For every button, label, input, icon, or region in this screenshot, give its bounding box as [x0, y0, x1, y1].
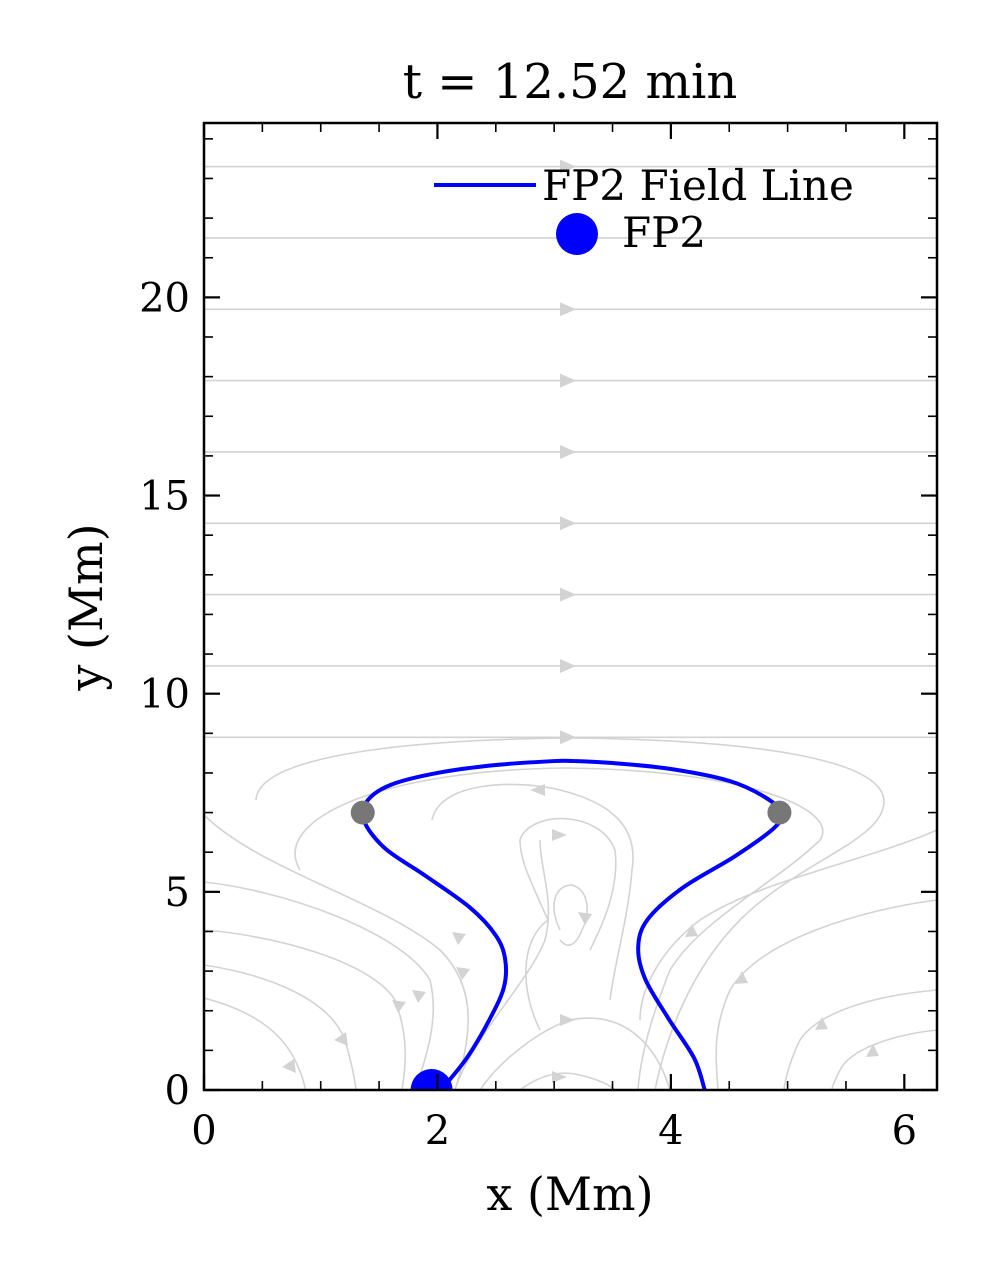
streamline	[519, 1072, 616, 1090]
streamline-arrow	[560, 1014, 575, 1026]
streamline	[204, 814, 469, 1090]
streamline-arrow	[334, 1032, 348, 1046]
fp2-point	[410, 1069, 453, 1090]
streamline	[519, 817, 617, 1031]
streamline	[553, 884, 588, 946]
streamline-arrow	[282, 1059, 296, 1073]
streamline-arrows	[282, 159, 879, 1083]
legend-marker-swatch	[556, 213, 598, 255]
legend: FP2 Field Line FP2	[434, 161, 854, 257]
tick-labels: 0 2 4 6 0 5 10 15 20	[139, 275, 917, 1154]
streamline-arrow	[559, 444, 576, 459]
streamline-arrow	[552, 829, 567, 841]
field-line-series	[360, 758, 785, 1090]
streamline	[431, 783, 634, 1001]
chart-title: t = 12.52 min	[403, 54, 737, 110]
streamline	[639, 829, 937, 1021]
streamline-arrow	[866, 1044, 879, 1057]
streamline	[783, 989, 937, 1090]
streamline-arrow	[559, 730, 576, 745]
streamline-arrow	[552, 1071, 567, 1083]
x-tick-label: 0	[191, 1108, 216, 1154]
streamlines	[204, 737, 937, 1090]
streamline	[479, 1017, 671, 1090]
legend-label-fp2: FP2	[622, 208, 706, 257]
streamline	[204, 929, 407, 1090]
streamline	[204, 964, 357, 1090]
streamline-arrow	[559, 159, 576, 174]
streamline-arrow	[456, 967, 470, 980]
x-axis-label: x (Mm)	[486, 1167, 653, 1221]
streamline-arrow	[578, 912, 592, 925]
y-tick-label: 10	[139, 672, 190, 718]
x-tick-label: 2	[425, 1108, 450, 1154]
axis-ticks	[202, 123, 937, 1092]
streamline-arrow	[412, 990, 426, 1003]
streamline-arrow	[530, 784, 545, 796]
streamline-arrow	[815, 1017, 828, 1030]
legend-label-field-line: FP2 Field Line	[542, 161, 854, 210]
loop-point-left	[350, 800, 375, 825]
y-axis-label: y (Mm)	[59, 523, 113, 691]
streamline-arrow	[559, 302, 576, 317]
plot-frame	[202, 121, 939, 1092]
streamline	[204, 881, 435, 1090]
streamline	[204, 997, 306, 1090]
streamline	[294, 767, 824, 1090]
streamline-arrow	[452, 932, 466, 945]
y-tick-label: 20	[139, 275, 190, 321]
streamline	[831, 1029, 937, 1090]
loop-point-right	[767, 800, 792, 825]
streamline-arrow	[559, 373, 576, 388]
y-tick-label: 0	[165, 1068, 190, 1114]
streamline-arrow	[559, 587, 576, 602]
streamline-arrow	[735, 971, 748, 984]
x-tick-label: 6	[892, 1108, 917, 1154]
plot-area	[360, 758, 785, 1090]
y-tick-label: 15	[139, 474, 190, 520]
streamline-arrow	[559, 658, 576, 673]
streamline	[715, 899, 937, 1090]
streamline-arrow	[685, 924, 698, 937]
streamline-arrow	[392, 1000, 406, 1013]
streamline	[255, 737, 885, 1090]
streamline-arrow	[559, 516, 576, 531]
data-layer	[350, 758, 792, 1090]
x-tick-label: 4	[658, 1108, 683, 1154]
y-tick-label: 5	[165, 870, 190, 916]
